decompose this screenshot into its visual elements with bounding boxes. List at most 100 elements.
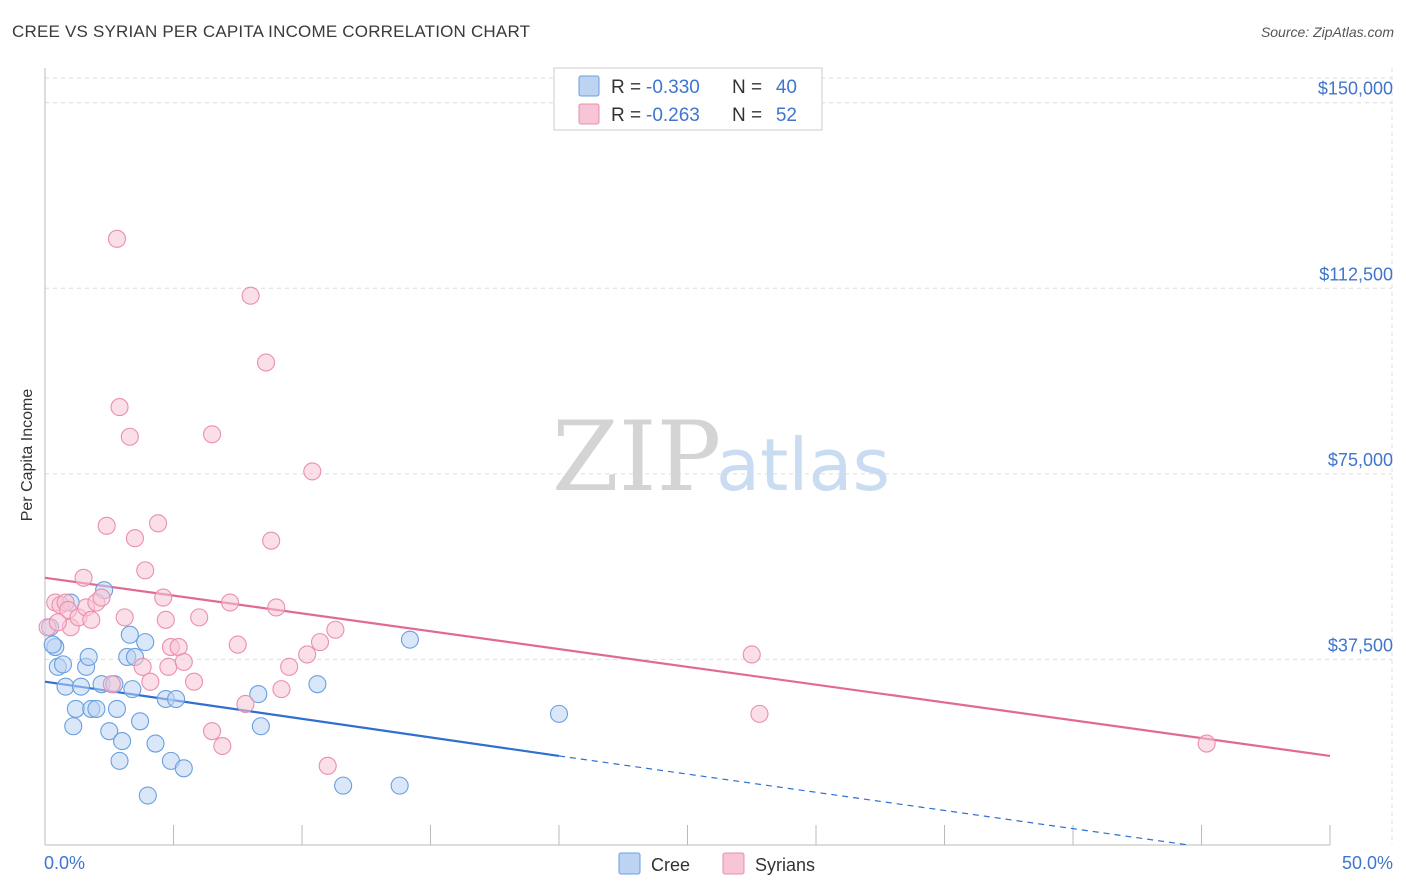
bottom-legend-swatch-syrians [722, 852, 745, 875]
syrians-point-12 [97, 516, 116, 535]
cree-point-20 [113, 732, 132, 751]
syrians-point-51 [48, 613, 67, 632]
syrians-point-16 [115, 608, 134, 627]
syrians-point-48 [742, 645, 761, 664]
syrians-point-50 [1197, 734, 1216, 753]
cree-point-2 [43, 635, 62, 654]
syrians-point-43 [298, 645, 317, 664]
cree-point-27 [138, 786, 157, 805]
y-tick-label-2: $112,500 [1319, 264, 1393, 284]
cree-point-11 [79, 647, 98, 667]
cree-point-37 [390, 776, 409, 795]
cree-point-28 [146, 734, 165, 753]
x-tick-labels: 0.0% 50.0% [44, 853, 1393, 873]
legend-swatch-1 [578, 103, 600, 125]
syrians-point-40 [267, 598, 286, 617]
cree-point-7 [64, 717, 83, 736]
legend-r-label-1: R = [611, 105, 641, 126]
series-syrians [38, 229, 1216, 775]
syrians-point-29 [185, 672, 204, 691]
syrians-point-32 [203, 425, 222, 444]
legend-r-label-0: R = [611, 77, 641, 98]
cree-point-16 [100, 722, 119, 741]
data-points [38, 229, 1216, 805]
syrians-point-20 [136, 561, 155, 580]
bottom-legend-label-cree: Cree [651, 855, 690, 875]
cree-point-36 [334, 776, 353, 795]
syrians-point-36 [236, 694, 255, 714]
legend-n-value-0: 40 [776, 77, 797, 98]
x-tick-label-1: 50.0% [1342, 853, 1393, 873]
legend-n-value-1: 52 [776, 105, 797, 126]
cree-point-25 [131, 712, 150, 731]
syrians-point-33 [213, 736, 232, 756]
legend-n-label-0: N = [732, 77, 762, 98]
syrians-point-30 [190, 608, 209, 627]
cree-point-34 [251, 717, 270, 736]
syrians-point-45 [310, 633, 330, 652]
series-cree [41, 581, 569, 805]
syrians-point-24 [156, 610, 175, 629]
chart-title: CREE VS SYRIAN PER CAPITA INCOME CORRELA… [12, 22, 531, 41]
syrians-point-15 [110, 398, 129, 417]
syrians-point-7 [74, 568, 93, 587]
cree-point-22 [120, 625, 139, 644]
syrians-point-46 [318, 756, 337, 775]
source-label: Source: ZipAtlas.com [1260, 24, 1394, 40]
syrians-point-19 [133, 657, 152, 676]
y-tick-labels: $37,500 $75,000 $112,500 $150,000 [1318, 79, 1393, 656]
cree-point-31 [167, 689, 186, 709]
bottom-legend: Cree Syrians [618, 852, 815, 875]
axes [44, 68, 1331, 846]
y-tick-label-0: $37,500 [1328, 635, 1393, 655]
syrians-point-44 [303, 462, 322, 481]
syrians-point-11 [92, 588, 111, 607]
cree-point-8 [66, 699, 85, 718]
syrians-point-42 [280, 657, 299, 676]
cree-point-23 [123, 680, 142, 699]
bottom-legend-swatch-cree [618, 852, 641, 875]
cree-point-33 [249, 685, 268, 704]
legend-n-label-1: N = [732, 105, 762, 126]
syrians-point-22 [149, 514, 168, 533]
syrians-point-13 [102, 675, 121, 694]
watermark-zip: ZIP [552, 401, 721, 513]
cree-point-26 [136, 633, 155, 652]
x-tick-label-0: 0.0% [44, 853, 85, 873]
cree-point-4 [53, 655, 73, 674]
cree-point-9 [71, 677, 91, 696]
syrians-point-41 [272, 680, 291, 699]
y-tick-label-1: $75,000 [1328, 450, 1393, 470]
cree-point-38 [400, 630, 419, 649]
cree-trend-extension [558, 755, 1189, 846]
legend-r-value-1: -0.263 [646, 105, 700, 126]
legend-swatch-0 [578, 75, 600, 97]
cree-point-32 [174, 759, 193, 778]
cree-point-18 [107, 699, 127, 718]
syrians-point-47 [326, 620, 345, 639]
syrians-point-39 [262, 531, 281, 550]
cree-point-19 [110, 751, 129, 770]
trend-lines [44, 576, 1331, 846]
cree-point-13 [87, 699, 106, 718]
syrians-point-31 [203, 722, 222, 741]
legend-r-value-0: -0.330 [646, 77, 700, 98]
watermark: ZIP atlas [552, 401, 890, 513]
bottom-legend-label-syrians: Syrians [755, 855, 815, 875]
y-tick-label-3: $150,000 [1318, 79, 1393, 99]
syrians-point-23 [154, 588, 173, 607]
cree-point-35 [308, 675, 327, 694]
watermark-atlas: atlas [716, 423, 890, 507]
legend-box: R = -0.330 N = 40 R = -0.263 N = 52 [553, 67, 823, 131]
syrians-point-25 [159, 657, 178, 676]
syrians-point-14 [107, 229, 127, 248]
grid-lines [45, 68, 1393, 845]
syrians-point-38 [256, 353, 276, 372]
syrians-point-37 [241, 286, 260, 305]
syrians-point-17 [120, 427, 139, 446]
syrians-point-9 [82, 610, 101, 629]
syrians-trend-line [44, 576, 1331, 758]
syrians-point-34 [220, 593, 240, 612]
cree-point-39 [549, 704, 569, 723]
